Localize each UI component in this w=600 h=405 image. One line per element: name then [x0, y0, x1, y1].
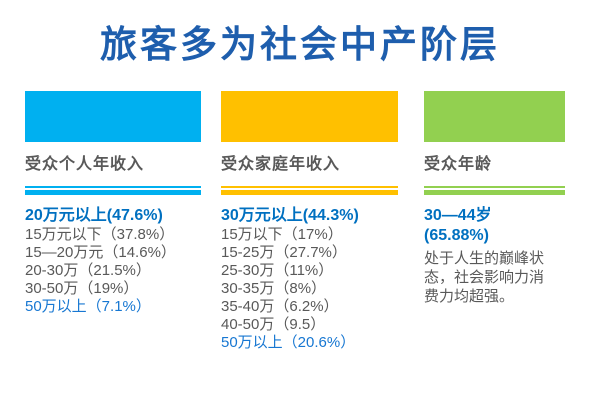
- stat-item: 15-25万（27.7%）: [221, 244, 347, 261]
- age-description: 处于人生的巅峰状态，社会影响力消费力均超强。: [424, 250, 545, 305]
- stat-item: 20-30万（21.5%）: [25, 262, 151, 279]
- column-family-income: 受众家庭年收入 30万元以上(44.3%) 15万以下（17%） 15-25万（…: [221, 91, 398, 352]
- column-age: 受众年龄 30—44岁 (65.88%) 处于人生的巅峰状态，社会影响力消费力均…: [424, 91, 565, 306]
- stat-item: 30-50万（19%）: [25, 280, 139, 297]
- stat-age-percentage: (65.88%): [424, 227, 489, 244]
- stat-item: 15万元以下（37.8%）: [25, 226, 175, 243]
- divider-double-rule: [221, 186, 398, 195]
- column-personal-income: 受众个人年收入 20万元以上(47.6%) 15万元以下（37.8%） 15—2…: [25, 91, 201, 316]
- divider-thick-line: [221, 190, 398, 195]
- column-label-family-income: 受众家庭年收入: [221, 156, 341, 173]
- stat-item: 40-50万（9.5）: [221, 316, 326, 333]
- divider-thin-line: [221, 186, 398, 188]
- stat-age-range: 30—44岁: [424, 207, 492, 224]
- column-label-age: 受众年龄: [424, 156, 493, 173]
- divider-double-rule: [424, 186, 565, 195]
- income-stats-list: 20万元以上(47.6%) 15万元以下（37.8%） 15—20万元（14.6…: [25, 206, 201, 316]
- stat-item: 35-40万（6.2%）: [221, 298, 339, 315]
- divider-thin-line: [25, 186, 201, 188]
- divider-thick-line: [25, 190, 201, 195]
- divider-double-rule: [25, 186, 201, 195]
- column-label-personal-income: 受众个人年收入: [25, 156, 145, 173]
- stat-highlight-bottom: 50万以上（7.1%）: [25, 298, 151, 315]
- color-bar-blue: [25, 91, 201, 142]
- color-bar-yellow: [221, 91, 398, 142]
- stat-highlight-top: 30万元以上(44.3%): [221, 207, 359, 224]
- divider-thick-line: [424, 190, 565, 195]
- stat-highlight-top: 20万元以上(47.6%): [25, 207, 163, 224]
- stat-item: 30-35万（8%）: [221, 280, 327, 297]
- stat-item: 25-30万（11%）: [221, 262, 334, 279]
- stat-item: 15—20万元（14.6%）: [25, 244, 176, 261]
- stat-highlight-bottom: 50万以上（20.6%）: [221, 334, 356, 351]
- page-title: 旅客多为社会中产阶层: [100, 24, 500, 65]
- age-stats: 30—44岁 (65.88%) 处于人生的巅峰状态，社会影响力消费力均超强。: [424, 206, 565, 306]
- divider-thin-line: [424, 186, 565, 188]
- stat-item: 15万以下（17%）: [221, 226, 343, 243]
- color-bar-green: [424, 91, 565, 142]
- income-stats-list: 30万元以上(44.3%) 15万以下（17%） 15-25万（27.7%） 2…: [221, 206, 398, 352]
